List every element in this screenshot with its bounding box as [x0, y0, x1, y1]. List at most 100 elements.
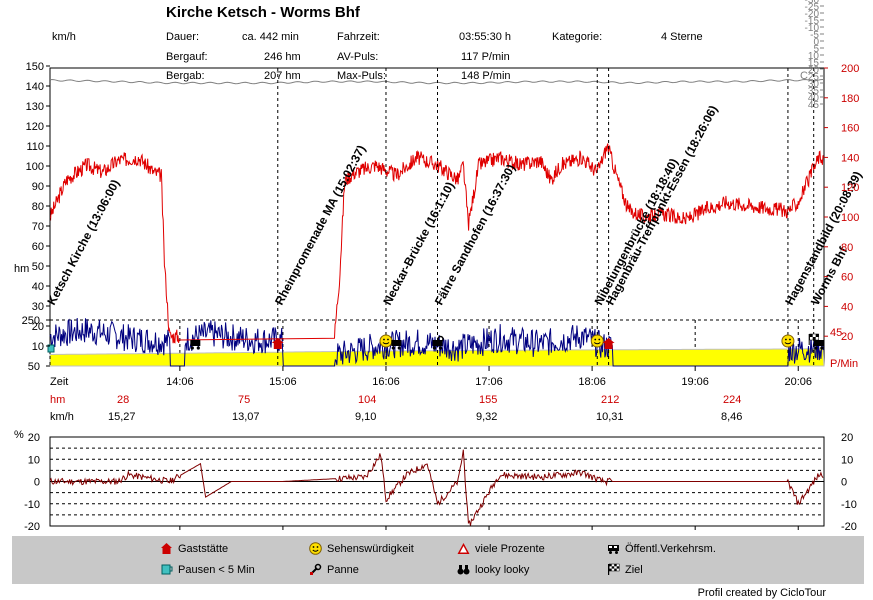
kmh-tick-label: 40 — [32, 281, 44, 293]
marker-value: 45 — [830, 327, 843, 339]
pulse-tick-label: 200 — [841, 63, 859, 75]
kmh-tick-label: 110 — [26, 141, 44, 153]
elevation-axis-unit: hm — [14, 263, 30, 275]
smiley-icon — [590, 334, 604, 348]
temp-tick-label: 15 — [808, 58, 820, 69]
legend-item-gaststaette: Gaststätte — [160, 542, 228, 555]
legend-item-pausen: Pausen < 5 Min — [160, 563, 255, 576]
legend-label: Panne — [327, 563, 359, 576]
legend-label: Pausen < 5 Min — [178, 563, 255, 576]
temp-tick-label: 10 — [808, 51, 820, 62]
stat-label-av-puls: AV-Puls: — [337, 51, 379, 63]
grade-tick-label-right: 0 — [841, 477, 847, 489]
table-hm-5: 224 — [723, 394, 742, 406]
wrench-icon — [310, 563, 322, 575]
kmh-tick-label: 100 — [26, 161, 44, 173]
temp-tick-label: 25 — [808, 72, 820, 83]
temp-tick-label: 0 — [813, 37, 819, 48]
time-tick-label: 18:06 — [578, 376, 606, 388]
page-title: Kirche Ketsch - Worms Bhf — [166, 4, 360, 21]
grade-plot: 20 20 10 10 0 0 -10 -10 -20 -20 — [24, 432, 857, 533]
grade-tick-label-right: -20 — [841, 521, 857, 533]
stat-value-bergab: 207 hm — [264, 70, 301, 82]
kmh-tick-label: 80 — [32, 201, 44, 213]
time-tick-label: 14:06 — [166, 376, 194, 388]
legend-label: looky looky — [475, 563, 530, 576]
pulse-tick-label: 100 — [841, 212, 859, 224]
binoculars-icon — [432, 340, 443, 350]
table-hm-4: 212 — [601, 394, 620, 406]
legend-item-ziel: Ziel — [607, 563, 643, 576]
temp-tick-label: -5 — [810, 30, 819, 41]
checkered-flag-icon — [608, 563, 620, 575]
stat-label-max-puls: Max-Puls: — [337, 70, 386, 82]
grade-unit-label: % — [14, 429, 24, 441]
smiley-icon — [781, 334, 795, 348]
cup-icon — [47, 344, 55, 353]
grade-tick-label-left: 10 — [28, 454, 40, 466]
elevation-layer — [49, 348, 825, 367]
table-kmh-3: 9,32 — [476, 411, 498, 423]
kmh-tick-label: 150 — [26, 61, 44, 73]
grade-tick-label-left: -10 — [24, 499, 40, 511]
kmh-tick-label: 90 — [32, 181, 44, 193]
table-hm-0: 28 — [117, 394, 130, 406]
legend-item-panne: Panne — [309, 563, 359, 576]
smiley-icon — [379, 334, 393, 348]
temp-tick-label: -20 — [805, 9, 820, 20]
kmh-tick-label: 20 — [32, 321, 44, 333]
pulse-axis-unit: P/Min — [830, 358, 859, 370]
pulse-tick-label: 20 — [841, 331, 853, 343]
waypoint-label: Rheinpromenade MA (15:02:37) — [272, 143, 368, 308]
stat-value-max-puls: 148 P/min — [461, 70, 511, 82]
stat-value-av-puls: 117 P/min — [461, 51, 510, 63]
legend-label: Öffentl.Verkehrsm. — [625, 542, 716, 555]
time-tick-label: 15:06 — [269, 376, 297, 388]
stat-label-bergab: Bergab: — [166, 70, 205, 82]
table-kmh-5: 8,46 — [721, 411, 743, 423]
stat-value-fahrzeit: 03:55:30 h — [459, 31, 511, 43]
axes-layer: 1501401301201101009080706050403020102505… — [22, 0, 860, 388]
stat-label-dauer: Dauer: — [166, 31, 200, 43]
binoculars-icon — [190, 340, 201, 350]
grade-tick-label-right: 10 — [841, 454, 853, 466]
legend-item-oeffentl: Öffentl.Verkehrsm. — [607, 542, 716, 555]
temp-tick-label: 45 — [808, 100, 820, 111]
legend-label: Sehenswürdigkeit — [327, 542, 414, 555]
table-kmh-4: 10,31 — [596, 411, 624, 423]
temperature-line — [49, 78, 824, 85]
kmh-tick-label: 60 — [32, 241, 44, 253]
elevation-tick-label: 250 — [22, 315, 40, 327]
elevation-area — [49, 348, 825, 367]
grade-tick-label-left: -20 — [24, 521, 40, 533]
table-kmh-label: km/h — [50, 411, 74, 423]
legend-label: Ziel — [625, 563, 643, 576]
legend-label: Gaststätte — [178, 542, 229, 555]
legend-item-prozente: viele Prozente — [457, 542, 545, 555]
time-axis-label: Zeit — [50, 376, 69, 388]
stat-label-fahrzeit: Fahrzeit: — [337, 31, 380, 43]
house-icon — [271, 338, 284, 349]
temp-tick-label: -30 — [805, 0, 820, 6]
time-tick-label: 17:06 — [475, 376, 503, 388]
stat-label-kategorie: Kategorie: — [552, 31, 603, 43]
table-hm-3: 155 — [479, 394, 498, 406]
kmh-tick-label: 50 — [32, 261, 44, 273]
pulse-tick-label: 160 — [841, 123, 859, 135]
time-tick-label: 19:06 — [681, 376, 709, 388]
legend-item-looky: looky looky — [457, 563, 529, 576]
train-icon — [608, 545, 619, 554]
waypoint-layer: Ketsch Kirche (13:06:00) Rheinpromenade M… — [44, 68, 865, 366]
smiley-icon — [309, 542, 322, 555]
table-kmh-1: 13,07 — [232, 411, 260, 423]
temp-tick-label: -10 — [805, 23, 820, 34]
temp-tick-label: 5 — [813, 44, 819, 55]
time-tick-label: 20:06 — [784, 376, 812, 388]
table-kmh-2: 9,10 — [355, 411, 377, 423]
stat-value-bergauf: 246 hm — [264, 51, 301, 63]
legend-item-sehenswuerdigkeit: Sehenswürdigkeit — [309, 542, 414, 555]
kmh-tick-label: 140 — [26, 81, 44, 93]
table-hm-label: hm — [50, 394, 66, 406]
temp-tick-label: 35 — [808, 86, 820, 97]
